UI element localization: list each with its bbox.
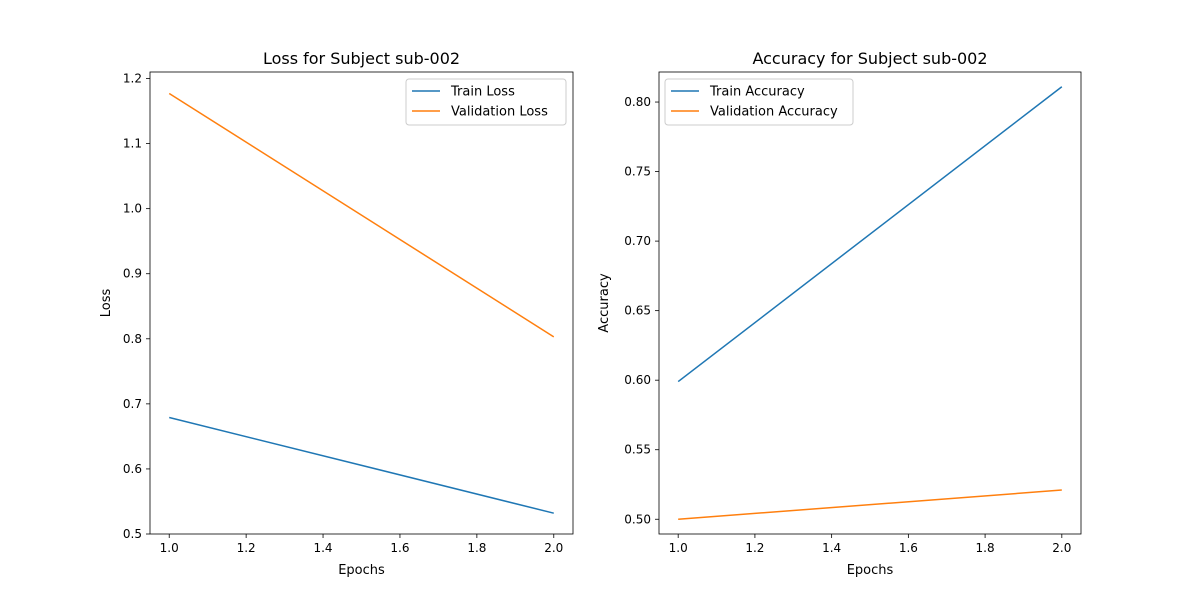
y-tick-label: 0.80 xyxy=(624,95,651,109)
legend-box xyxy=(405,78,567,126)
x-tick-label: 1.2 xyxy=(237,541,256,555)
legend-entry-1: Validation Accuracy xyxy=(710,105,838,120)
series-line-1 xyxy=(678,489,1062,521)
x-tick-label: 1.6 xyxy=(899,541,918,555)
x-tick-label: 1.8 xyxy=(467,541,486,555)
y-tick-label: 1.0 xyxy=(123,202,142,216)
y-tick-label: 0.5 xyxy=(123,527,142,541)
axes-frame xyxy=(658,71,1082,535)
y-tick-label: 0.50 xyxy=(624,512,651,526)
y-axis-label: Loss xyxy=(99,289,114,318)
legend: Train Accuracy Validation Accuracy xyxy=(664,78,854,126)
y-tick-label: 0.55 xyxy=(624,443,651,457)
series-line-1 xyxy=(168,92,555,338)
y-tick-label: 1.1 xyxy=(123,137,142,151)
x-tick-label: 1.4 xyxy=(313,541,332,555)
loss-chart: 1.0 1.2 1.4 1.6 1.8 2.0 0.5 0.6 0.7 0.8 0.9 1.0 1.1 1… xyxy=(99,49,574,578)
x-axis-label: Epochs xyxy=(338,563,385,578)
x-tick-label: 1.2 xyxy=(745,541,764,555)
x-tick-label: 1.0 xyxy=(160,541,179,555)
y-tick-label: 0.7 xyxy=(123,397,142,411)
legend-entry-0: Train Loss xyxy=(450,85,515,100)
chart-title: Accuracy for Subject sub-002 xyxy=(752,49,987,68)
x-tick-label: 1.6 xyxy=(390,541,409,555)
series-line-0 xyxy=(169,416,554,514)
x-tick-label: 1.4 xyxy=(822,541,841,555)
chart-title: Loss for Subject sub-002 xyxy=(263,49,460,68)
y-axis-label: Accuracy xyxy=(597,273,612,333)
axes-frame xyxy=(149,71,574,535)
y-tick-label: 0.6 xyxy=(123,462,142,476)
y-tick-label: 0.70 xyxy=(624,234,651,248)
y-tick-label: 0.75 xyxy=(624,165,651,179)
x-tick-label: 2.0 xyxy=(544,541,563,555)
legend: Train Loss Validation Loss xyxy=(405,78,567,126)
legend-entry-0: Train Accuracy xyxy=(709,85,805,100)
series-line-0 xyxy=(677,86,1063,383)
x-tick-label: 1.8 xyxy=(976,541,995,555)
x-tick-label: 2.0 xyxy=(1052,541,1071,555)
y-tick-label: 0.8 xyxy=(123,332,142,346)
y-tick-label: 0.9 xyxy=(123,267,142,281)
legend-box xyxy=(664,78,854,126)
y-tick-label: 1.2 xyxy=(123,72,142,86)
y-tick-label: 0.65 xyxy=(624,304,651,318)
legend-entry-1: Validation Loss xyxy=(451,105,548,120)
x-tick-label: 1.0 xyxy=(669,541,688,555)
y-tick-label: 0.60 xyxy=(624,373,651,387)
accuracy-chart: 1.0 1.2 1.4 1.6 1.8 2.0 0.50 0.55 0.60 0.65 0.70 0.… xyxy=(597,49,1082,578)
x-axis-label: Epochs xyxy=(847,563,894,578)
